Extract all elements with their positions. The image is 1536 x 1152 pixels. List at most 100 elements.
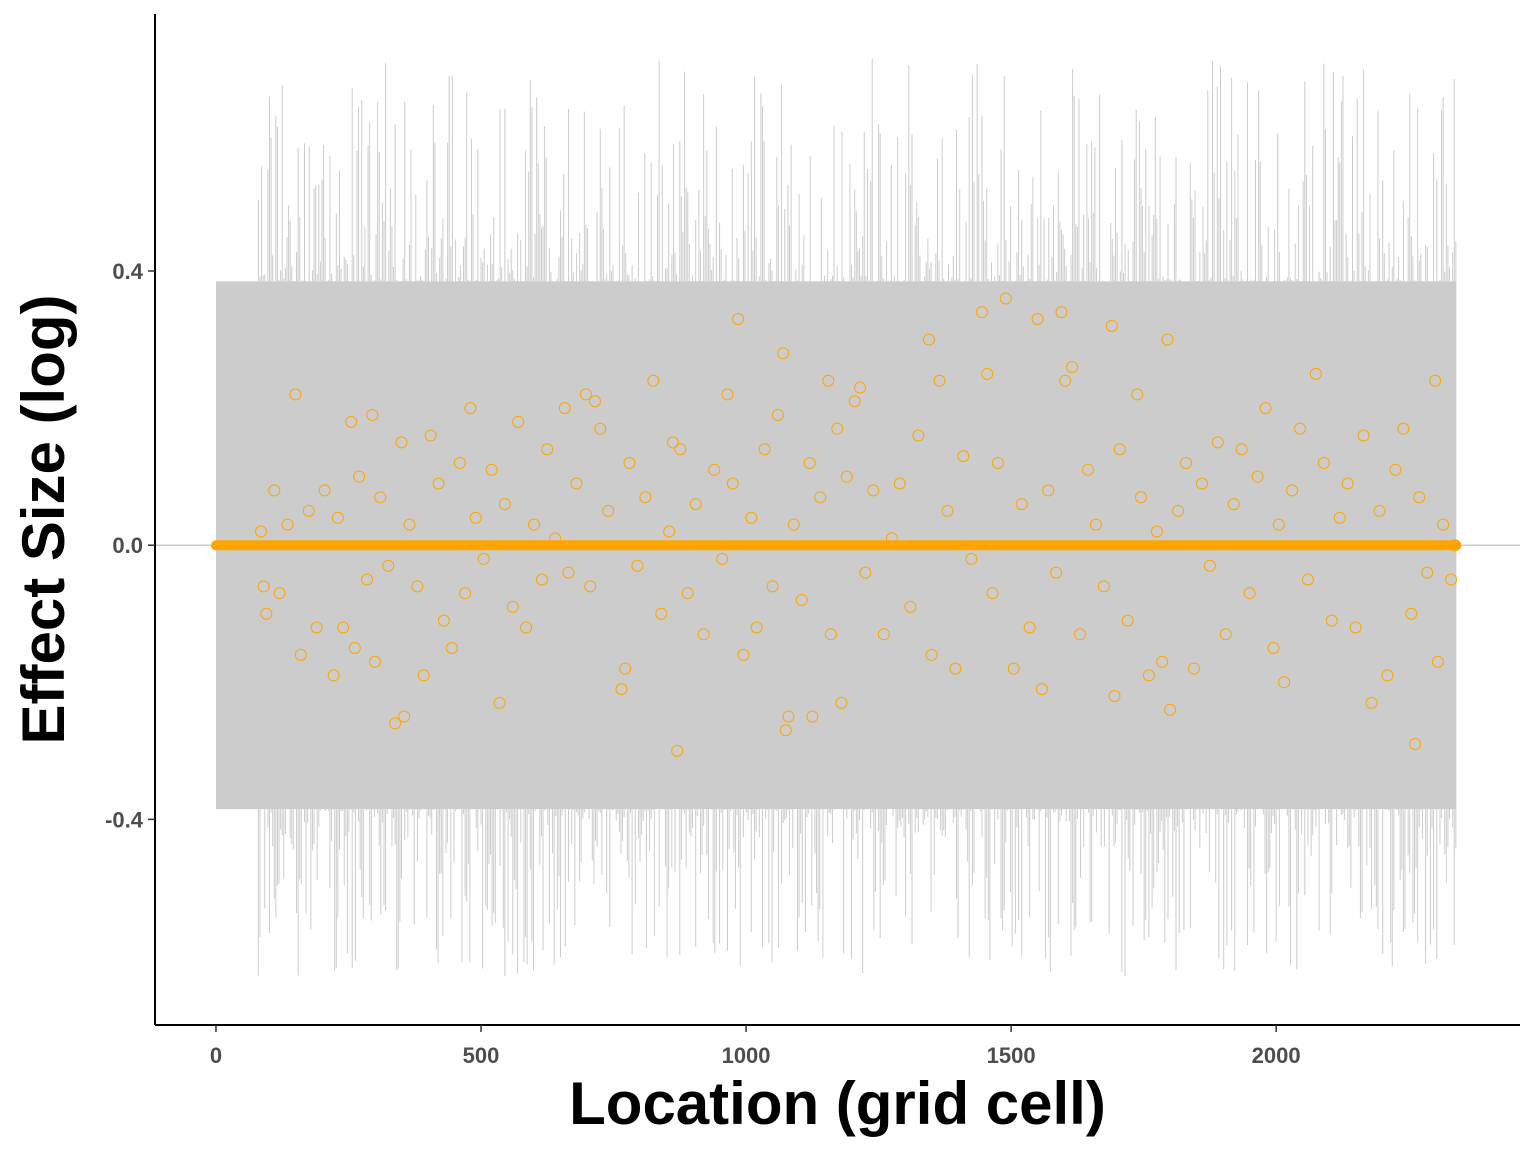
effect-point [1381,669,1394,682]
effect-point [1373,504,1386,517]
effect-point [986,587,999,600]
effect-point [374,491,387,504]
effect-point [1007,662,1020,675]
effect-point [716,552,729,565]
effect-point [1023,621,1036,634]
effect-point [469,511,482,524]
effect-point [318,484,331,497]
x-tick-label: 2000 [1252,1043,1301,1068]
effect-point [1405,607,1418,620]
effect-point [520,621,533,634]
effect-point [485,463,498,476]
interval-bars [215,58,1457,977]
effect-point [854,381,867,394]
effect-point [1219,628,1232,641]
effect-point [331,511,344,524]
effect-point [1301,573,1314,586]
effect-point [824,628,837,641]
effect-point [615,683,628,696]
effect-point [991,456,1004,469]
effect-point [424,429,437,442]
effect-point [1131,388,1144,401]
effect-point [382,559,395,572]
effect-point [663,525,676,538]
effect-point [1309,367,1322,380]
effect-point [1317,456,1330,469]
effect-point [437,614,450,627]
effect-point [1278,676,1291,689]
effect-point [1059,374,1072,387]
effect-point [260,607,273,620]
effect-point [1134,491,1147,504]
effect-point [867,484,880,497]
effect-point [1164,703,1177,716]
effect-point [1161,333,1174,346]
effect-point [1055,306,1068,319]
effect-point [558,402,571,415]
effect-points [255,292,1461,757]
effect-point [1365,696,1378,709]
effect-point [981,367,994,380]
effect-point [1035,683,1048,696]
effect-point [689,498,702,511]
effect-point [1081,463,1094,476]
effect-point [1349,621,1362,634]
effect-point [708,463,721,476]
effect-point [975,306,988,319]
effect-point [1066,360,1079,373]
effect-point [535,573,548,586]
y-tick-label: 0.0 [112,533,143,558]
effect-point [294,648,307,661]
effect-point [1397,422,1410,435]
effect-point [885,532,898,545]
effect-point [1180,456,1193,469]
effect-point [1333,511,1346,524]
effect-point [310,621,323,634]
effect-point [1272,518,1285,531]
effect-point [588,395,601,408]
effect-point [912,429,925,442]
effect-point [1142,669,1155,682]
effect-point [477,552,490,565]
effect-point [806,710,819,723]
effect-point [822,374,835,387]
effect-point [403,518,416,531]
effect-point [289,388,302,401]
effect-point [840,470,853,483]
effect-point [750,621,763,634]
effect-point [681,587,694,600]
effect-point [965,552,978,565]
effect-point [745,511,758,524]
effect-point [464,402,477,415]
effect-point [779,724,792,737]
effect-point [345,415,358,428]
x-tick-label: 0 [210,1043,222,1068]
effect-point [257,580,270,593]
effect-point [941,504,954,517]
effect-point [1448,539,1461,552]
effect-point [1259,402,1272,415]
effect-point [814,491,827,504]
effect-point [459,587,472,600]
effect-point [674,443,687,456]
effect-point [766,580,779,593]
x-tick-label: 1500 [987,1043,1036,1068]
effect-point [570,477,583,490]
effect-point [732,313,745,326]
effect-point [1429,374,1442,387]
effect-point [922,333,935,346]
effect-point [1235,443,1248,456]
effect-point [1413,491,1426,504]
effect-point [721,388,734,401]
effect-point [1074,628,1087,641]
effect-point [1121,614,1134,627]
effect-point [348,642,361,655]
y-tick-label: -0.4 [105,807,144,832]
effect-point [1203,559,1216,572]
effect-point [1031,313,1044,326]
effect-point [1389,463,1402,476]
effect-point [1409,737,1422,750]
effect-point [1437,518,1450,531]
effect-point [671,744,684,757]
